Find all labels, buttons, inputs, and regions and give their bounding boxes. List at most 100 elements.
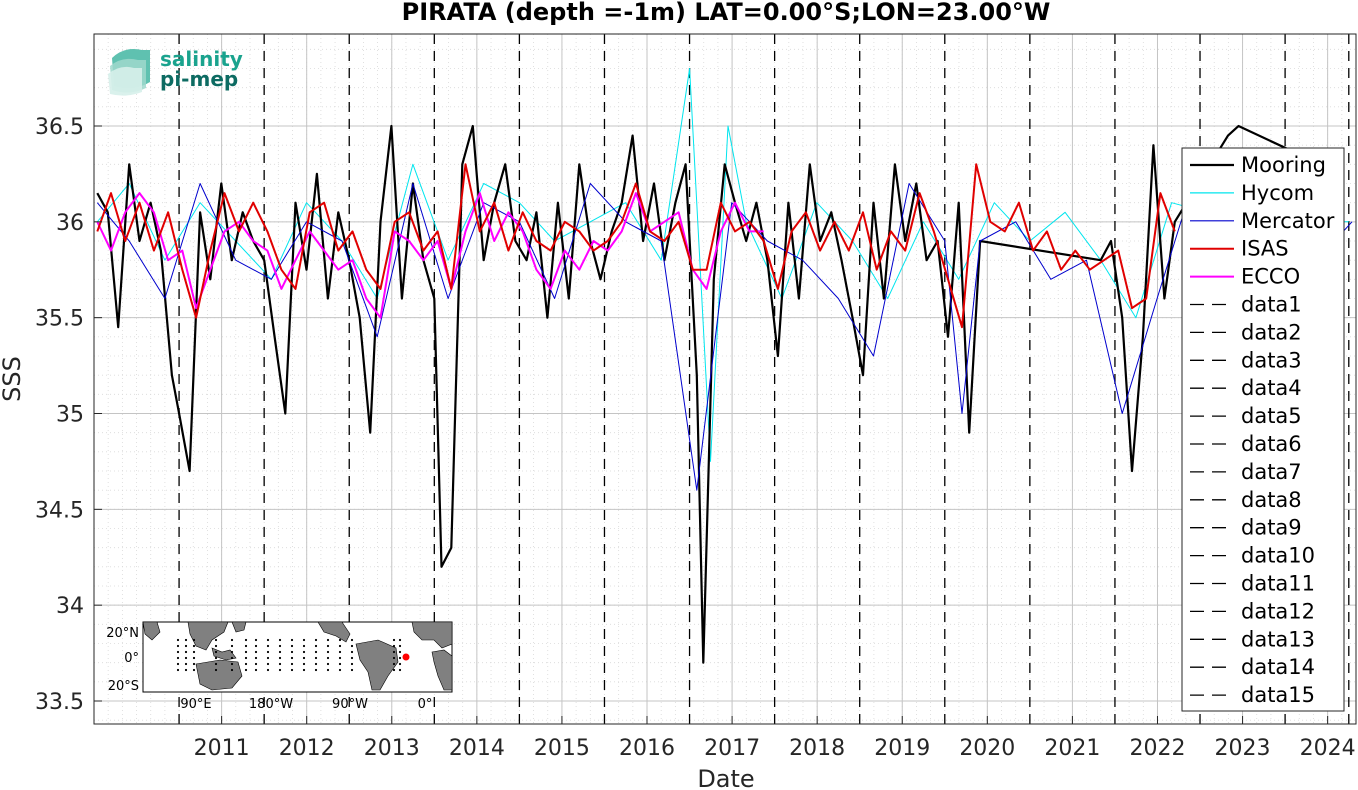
legend-label-data12: data12 xyxy=(1241,599,1315,623)
buoy-marker xyxy=(392,650,396,654)
buoy-marker xyxy=(326,662,330,666)
buoy-marker xyxy=(176,656,180,660)
buoy-marker xyxy=(302,644,306,648)
buoy-marker xyxy=(254,656,258,660)
buoy-marker xyxy=(230,644,234,648)
buoy-marker xyxy=(176,638,180,642)
buoy-marker xyxy=(290,650,294,654)
legend: Mooring Hycom Mercator ISAS ECCO data1 data2 da… xyxy=(1181,147,1345,712)
buoy-marker xyxy=(350,650,354,654)
x-tick-label: 2018 xyxy=(789,736,845,761)
y-axis-ticks: 33.5 34 34.5 35 35.5 36 36.5 xyxy=(35,115,102,715)
buoy-marker xyxy=(392,668,396,672)
buoy-marker xyxy=(326,644,330,648)
wave-logo-icon xyxy=(108,49,150,96)
buoy-marker xyxy=(314,656,318,660)
buoy-marker xyxy=(230,662,234,666)
legend-label-mercator: Mercator xyxy=(1241,209,1335,233)
buoy-marker xyxy=(392,644,396,648)
buoy-marker xyxy=(302,650,306,654)
buoy-marker xyxy=(302,638,306,642)
buoy-marker xyxy=(192,644,196,648)
map-lat-label-20n: 20°N xyxy=(106,626,139,641)
x-tick-label: 2016 xyxy=(619,736,675,761)
buoy-marker xyxy=(254,638,258,642)
x-tick-label: 2019 xyxy=(874,736,930,761)
x-tick-label: 2011 xyxy=(194,736,250,761)
buoy-marker xyxy=(244,638,248,642)
buoy-marker xyxy=(302,656,306,660)
buoy-marker xyxy=(278,668,282,672)
legend-label-data3: data3 xyxy=(1241,348,1302,372)
legend-label-hycom: Hycom xyxy=(1241,181,1314,205)
buoy-marker xyxy=(230,656,234,660)
plot-area xyxy=(94,34,1356,724)
buoy-marker xyxy=(230,638,234,642)
buoy-marker xyxy=(290,668,294,672)
buoy-marker xyxy=(314,638,318,642)
buoy-marker xyxy=(326,656,330,660)
buoy-marker xyxy=(392,638,396,642)
legend-label-data8: data8 xyxy=(1241,488,1302,512)
buoy-marker xyxy=(244,650,248,654)
x-tick-label: 2015 xyxy=(534,736,590,761)
buoy-marker xyxy=(192,662,196,666)
buoy-marker xyxy=(392,662,396,666)
buoy-marker xyxy=(338,650,342,654)
y-tick-label: 33.5 xyxy=(35,690,84,715)
legend-label-data15: data15 xyxy=(1241,683,1315,707)
buoy-marker xyxy=(266,650,270,654)
buoy-marker xyxy=(290,638,294,642)
buoy-marker xyxy=(338,644,342,648)
y-tick-label: 36.5 xyxy=(35,115,84,140)
buoy-marker xyxy=(244,662,248,666)
buoy-marker xyxy=(278,662,282,666)
legend-label-data14: data14 xyxy=(1241,655,1315,679)
salinity-pi-mep-logo: salinity pi-mep xyxy=(108,47,243,96)
buoy-marker xyxy=(350,638,354,642)
y-tick-label: 34 xyxy=(56,594,84,619)
legend-label-mooring: Mooring xyxy=(1241,153,1326,177)
buoy-marker xyxy=(278,656,282,660)
buoy-marker xyxy=(302,662,306,666)
buoy-marker xyxy=(184,656,188,660)
buoy-marker xyxy=(214,650,218,654)
buoy-marker xyxy=(398,668,402,672)
y-tick-label: 34.5 xyxy=(35,498,84,523)
buoy-marker xyxy=(244,644,248,648)
buoy-marker xyxy=(266,656,270,660)
buoy-marker xyxy=(254,650,258,654)
buoy-marker xyxy=(184,662,188,666)
buoy-marker xyxy=(192,638,196,642)
inset-map: 20°N 0° 20°S 90°E 180°W 90°W 0° xyxy=(106,621,453,712)
buoy-marker xyxy=(230,668,234,672)
legend-label-data2: data2 xyxy=(1241,320,1302,344)
legend-label-ecco: ECCO xyxy=(1241,265,1300,289)
x-tick-label: 2017 xyxy=(704,736,760,761)
buoy-marker xyxy=(290,644,294,648)
legend-label-isas: ISAS xyxy=(1241,237,1289,261)
legend-label-data9: data9 xyxy=(1241,516,1302,540)
buoy-marker xyxy=(214,662,218,666)
buoy-marker xyxy=(214,638,218,642)
buoy-marker xyxy=(244,656,248,660)
buoy-marker xyxy=(314,644,318,648)
buoy-marker xyxy=(338,662,342,666)
buoy-marker xyxy=(214,668,218,672)
legend-box xyxy=(1181,147,1345,712)
y-axis-label: SSS xyxy=(0,356,26,402)
buoy-marker xyxy=(314,668,318,672)
y-tick-label: 35.5 xyxy=(35,307,84,332)
buoy-marker xyxy=(398,644,402,648)
buoy-marker xyxy=(350,656,354,660)
buoy-marker xyxy=(338,668,342,672)
buoy-marker xyxy=(266,662,270,666)
buoy-marker xyxy=(398,638,402,642)
series-line-ecco xyxy=(96,192,764,319)
legend-label-data13: data13 xyxy=(1241,627,1315,651)
chart-title: PIRATA (depth =-1m) LAT=0.00°S;LON=23.00… xyxy=(402,0,1051,26)
buoy-marker xyxy=(254,668,258,672)
legend-label-data7: data7 xyxy=(1241,460,1302,484)
buoy-marker xyxy=(230,650,234,654)
x-tick-label: 2013 xyxy=(364,736,420,761)
